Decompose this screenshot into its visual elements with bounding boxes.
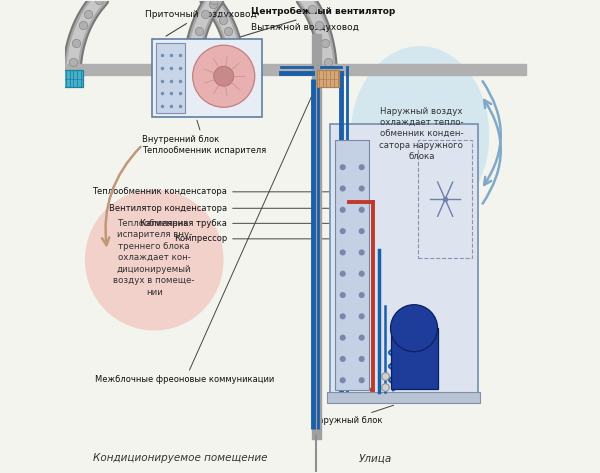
Text: Теплообменник
испарителя вну-
треннего блока
охлаждает кон-
диционируемый
воздух: Теплообменник испарителя вну- треннего б… xyxy=(113,219,195,297)
Bar xyxy=(418,140,472,258)
Bar xyxy=(327,392,480,403)
Bar xyxy=(391,328,437,389)
FancyArrowPatch shape xyxy=(102,147,140,245)
Text: Капилярная трубка: Капилярная трубка xyxy=(140,219,329,228)
Text: Приточный воздуховод: Приточный воздуховод xyxy=(145,10,257,36)
Circle shape xyxy=(359,185,365,192)
Circle shape xyxy=(391,305,437,352)
Text: Теплообменник конденсатора: Теплообменник конденсатора xyxy=(92,187,329,196)
Circle shape xyxy=(340,313,346,319)
Text: Вентилятор конденсатора: Вентилятор конденсатора xyxy=(109,204,329,213)
Circle shape xyxy=(359,228,365,234)
FancyArrowPatch shape xyxy=(482,100,501,204)
Circle shape xyxy=(340,334,346,341)
Bar xyxy=(312,35,320,438)
Circle shape xyxy=(340,207,346,213)
Text: Внутренний блок
Теплообменник испарителя: Внутренний блок Теплообменник испарителя xyxy=(142,120,267,155)
Circle shape xyxy=(340,292,346,298)
Circle shape xyxy=(214,66,233,86)
Text: Наружный блок: Наружный блок xyxy=(312,405,394,425)
Text: Центробежный вентилятор: Центробежный вентилятор xyxy=(241,8,395,37)
Circle shape xyxy=(340,185,346,192)
Ellipse shape xyxy=(350,46,489,225)
Bar xyxy=(155,43,185,113)
Circle shape xyxy=(340,249,346,255)
Bar xyxy=(317,70,340,88)
Text: Наружный воздух
охлаждает тепло-
обменник конден-
сатора наружного
блока: Наружный воздух охлаждает тепло- обменни… xyxy=(379,106,463,161)
Ellipse shape xyxy=(85,190,224,331)
Circle shape xyxy=(340,356,346,362)
Text: Межблочные фреоновые коммуникации: Межблочные фреоновые коммуникации xyxy=(95,93,313,385)
Circle shape xyxy=(359,377,365,383)
Bar xyxy=(329,123,478,403)
Circle shape xyxy=(359,271,365,277)
Text: Улица: Улица xyxy=(359,454,392,464)
Circle shape xyxy=(340,228,346,234)
Circle shape xyxy=(359,164,365,170)
Circle shape xyxy=(359,356,365,362)
Circle shape xyxy=(359,313,365,319)
Circle shape xyxy=(340,164,346,170)
Bar xyxy=(335,140,369,390)
Circle shape xyxy=(359,249,365,255)
Bar xyxy=(60,70,83,88)
Circle shape xyxy=(359,207,365,213)
Circle shape xyxy=(359,334,365,341)
Circle shape xyxy=(340,271,346,277)
Circle shape xyxy=(359,292,365,298)
Text: Вытяжной воздуховод: Вытяжной воздуховод xyxy=(251,23,359,32)
Text: Компрессор: Компрессор xyxy=(174,234,329,243)
Text: Кондиционируемое помещение: Кондиционируемое помещение xyxy=(93,454,268,464)
Bar xyxy=(65,64,526,75)
Bar xyxy=(152,39,262,116)
FancyArrowPatch shape xyxy=(482,81,501,185)
Circle shape xyxy=(340,377,346,383)
Circle shape xyxy=(193,45,255,107)
